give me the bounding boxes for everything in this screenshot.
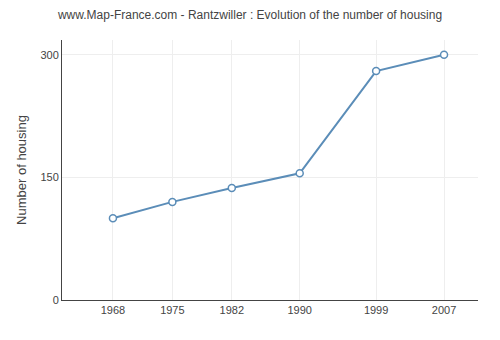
svg-text:0: 0 (53, 294, 59, 306)
svg-text:1968: 1968 (101, 304, 125, 316)
svg-text:300: 300 (40, 49, 58, 61)
svg-text:150: 150 (40, 171, 58, 183)
svg-text:1975: 1975 (160, 304, 184, 316)
svg-text:1982: 1982 (220, 304, 244, 316)
svg-text:Number of housing: Number of housing (14, 115, 29, 225)
svg-text:2007: 2007 (432, 304, 456, 316)
svg-text:1990: 1990 (287, 304, 311, 316)
svg-text:www.Map-France.com - Rantzwill: www.Map-France.com - Rantzwiller : Evolu… (57, 8, 442, 22)
svg-text:1999: 1999 (364, 304, 388, 316)
